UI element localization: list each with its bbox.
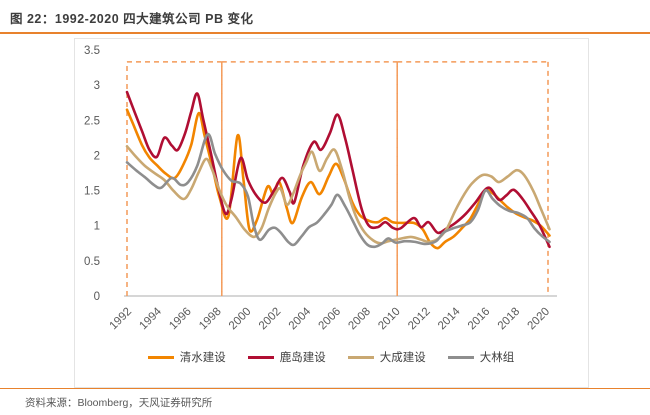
- x-axis-tick-label: 2004: [287, 305, 314, 332]
- x-axis-tick-label: 1992: [108, 306, 135, 333]
- legend-item: 鹿岛建设: [247, 349, 326, 365]
- x-axis-tick-label: 2010: [376, 306, 403, 333]
- x-axis-tick-label: 1994: [137, 305, 164, 332]
- y-axis-tick-label: 1: [94, 221, 100, 233]
- x-axis-tick-label: 2014: [436, 305, 463, 332]
- x-axis-tick-label: 2012: [406, 306, 433, 333]
- y-axis-tick-label: 3.5: [84, 45, 100, 57]
- x-axis-tick-label: 2002: [257, 306, 284, 333]
- series-line-大成建设: [125, 145, 551, 245]
- title-divider-line: [0, 32, 650, 34]
- x-axis-tick-label: 2018: [496, 306, 523, 333]
- legend-label: 清水建设: [179, 352, 226, 364]
- legend-swatch: [247, 355, 274, 359]
- y-axis-tick-label: 3: [94, 80, 100, 92]
- x-axis-tick-label: 1996: [167, 306, 194, 333]
- y-axis-tick-label: 2: [94, 150, 100, 162]
- series-line-大林组: [125, 132, 551, 249]
- x-axis-tick-label: 2006: [317, 306, 344, 333]
- legend-label: 鹿岛建设: [279, 352, 326, 364]
- highlight-period-box: [396, 61, 549, 296]
- figure-title: 图 22：1992-2020 四大建筑公司 PB 变化: [10, 12, 254, 26]
- x-axis-tick-label: 2016: [466, 306, 493, 333]
- source-text: 资料来源：Bloomberg，天风证券研究所: [25, 397, 213, 409]
- legend-label: 大林组: [479, 352, 515, 364]
- series-line-鹿岛建设: [125, 90, 551, 249]
- y-axis-tick-label: 1.5: [84, 186, 100, 198]
- x-axis-tick-label: 2000: [227, 306, 254, 333]
- chart-legend: 清水建设 鹿岛建设 大成建设 大林组: [74, 349, 588, 365]
- y-axis-tick-label: 0: [94, 291, 100, 303]
- source-footer: 资料来源：Bloomberg，天风证券研究所: [0, 388, 650, 410]
- chart-frame: [74, 38, 589, 388]
- legend-swatch: [347, 355, 374, 359]
- x-axis-tick-label: 1998: [197, 306, 224, 333]
- legend-item: 大林组: [447, 349, 515, 365]
- x-axis-tick-label: 2008: [346, 306, 373, 333]
- legend-label: 大成建设: [379, 352, 426, 364]
- legend-swatch: [147, 355, 174, 359]
- y-axis-tick-label: 2.5: [84, 115, 100, 127]
- series-line-清水建设: [125, 108, 551, 250]
- x-axis-tick-label: 2020: [526, 306, 553, 333]
- y-axis-tick-label: 0.5: [84, 256, 100, 268]
- legend-swatch: [447, 355, 474, 359]
- legend-item: 大成建设: [347, 349, 426, 365]
- pb-line-chart: 0 0.5 1 1.5 2 2.5 3 3.5 1992 1994 1996 1998 2000 2002…: [84, 45, 557, 333]
- legend-item: 清水建设: [147, 349, 226, 365]
